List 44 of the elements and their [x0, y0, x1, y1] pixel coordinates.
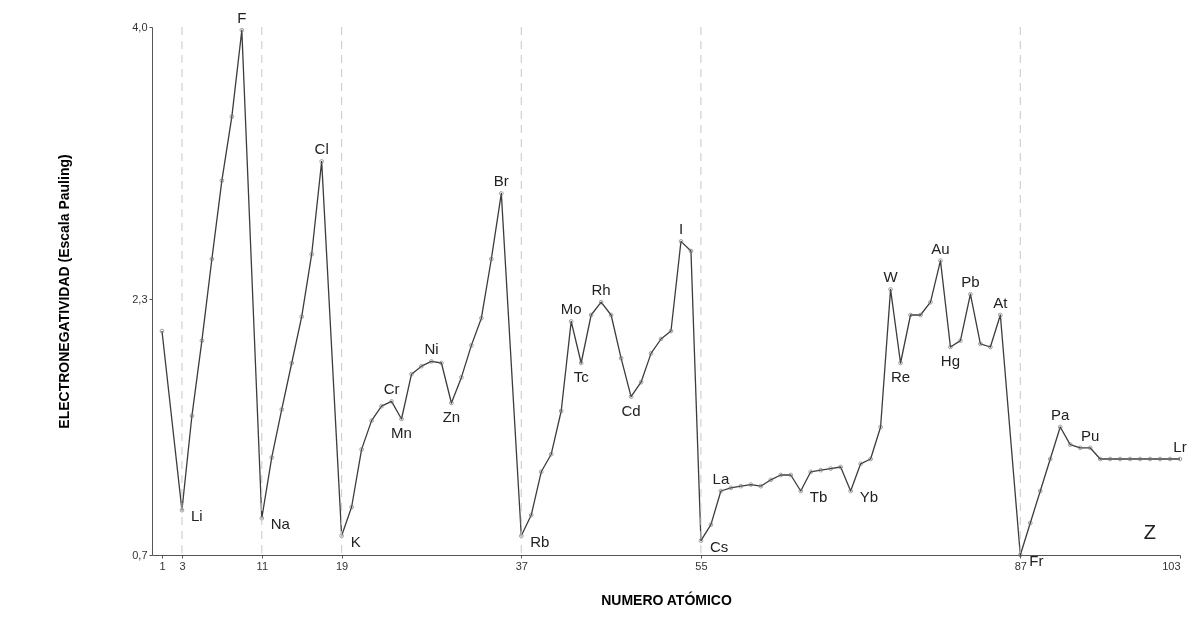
annotation: Li: [190, 507, 203, 525]
y-tick-label: 4,0: [132, 20, 148, 33]
annotation: Na: [270, 515, 291, 533]
x-tick-label: 87: [1014, 559, 1027, 572]
annotation: Z: [1143, 521, 1156, 543]
annotation: K: [350, 532, 361, 550]
annotation: Hg: [940, 352, 961, 369]
annotation: Pa: [1051, 406, 1071, 423]
x-tick-label: 19: [336, 559, 349, 572]
y-tick-label: 2,3: [132, 292, 148, 305]
annotation: Cd: [621, 401, 641, 419]
x-axis-title: NUMERO ATÓMICO: [601, 590, 732, 608]
x-tick-label: 1: [159, 559, 166, 572]
annotation: F: [237, 9, 247, 27]
annotation: Zn: [442, 408, 461, 425]
annotation: Mo: [560, 300, 582, 318]
annotation: Pu: [1081, 426, 1100, 444]
annotation: Pb: [961, 273, 980, 291]
annotation: Tb: [809, 488, 828, 505]
annotation: Rh: [591, 281, 611, 299]
annotation: Au: [931, 239, 950, 257]
annotation: Tc: [573, 368, 590, 385]
annotation: Mn: [391, 424, 412, 441]
annotation: I: [678, 220, 684, 238]
annotation: Rb: [530, 532, 550, 550]
y-axis-title: ELECTRONEGATIVIDAD (Escala Pauling): [56, 154, 73, 429]
annotation: Yb: [859, 488, 878, 505]
annotation: Lr: [1173, 438, 1187, 455]
x-tick-label: 37: [515, 559, 528, 572]
annotation: W: [883, 268, 899, 286]
annotation: Fr: [1029, 552, 1044, 569]
annotation: Cs: [709, 537, 729, 555]
annotation: Br: [493, 172, 509, 190]
annotation: Ni: [424, 340, 439, 358]
x-tick-label: 11: [256, 559, 268, 572]
annotation: La: [712, 470, 730, 487]
y-tick-label: 0,7: [132, 548, 148, 561]
annotation: Cr: [383, 380, 400, 398]
annotation: At: [993, 294, 1009, 311]
x-tick-label: 103: [1162, 559, 1181, 572]
annotation: Cl: [314, 140, 329, 158]
x-tick-label: 3: [179, 559, 186, 572]
annotation: Re: [890, 368, 911, 385]
x-tick-label: 55: [695, 559, 708, 572]
